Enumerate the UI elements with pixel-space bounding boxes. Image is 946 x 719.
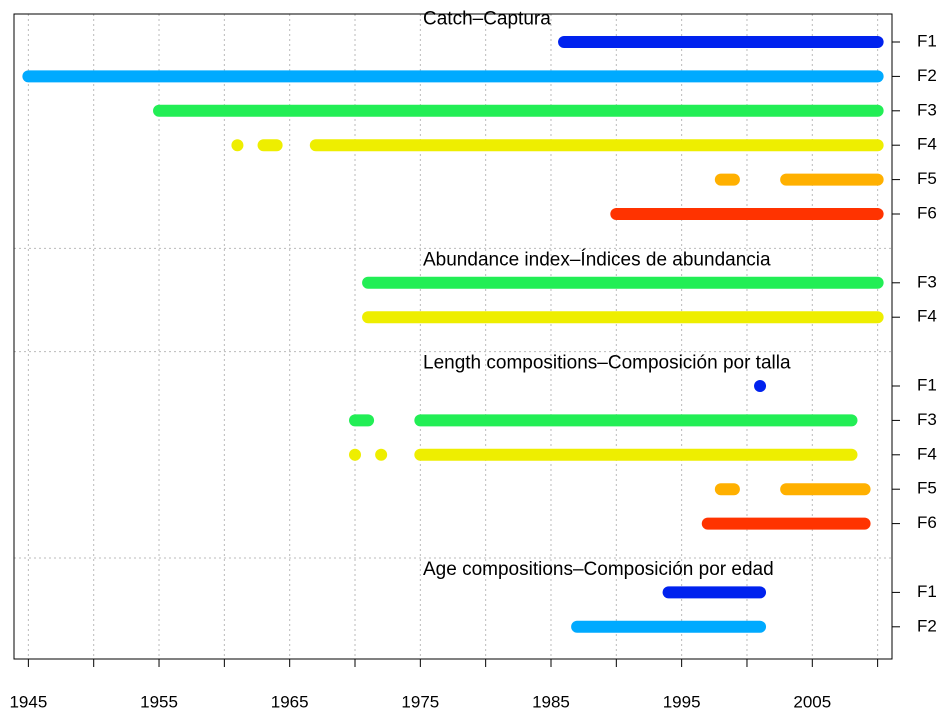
row-label: F3 (917, 272, 937, 291)
row-label: F4 (917, 307, 937, 326)
x-tick-label: 1945 (9, 692, 47, 711)
group-title: Age compositions–Composición por edad (423, 559, 774, 580)
x-tick-label: 1965 (271, 692, 309, 711)
row-label: F1 (917, 31, 937, 50)
x-tick-label: 2005 (793, 692, 831, 711)
x-tick-label: 1975 (401, 692, 439, 711)
group-title: Abundance index–Índices de abundancia (423, 249, 771, 270)
group-title: Length compositions–Composición por tall… (423, 353, 791, 374)
row-label: F2 (917, 66, 937, 85)
row-label: F5 (917, 169, 937, 188)
row-label: F6 (917, 203, 937, 222)
row-label: F3 (917, 100, 937, 119)
row-label: F2 (917, 616, 937, 635)
row-label: F4 (917, 135, 937, 154)
row-label: F5 (917, 479, 937, 498)
x-tick-label: 1995 (663, 692, 701, 711)
row-label: F1 (917, 375, 937, 394)
x-tick-label: 1985 (532, 692, 570, 711)
row-label: F4 (917, 444, 937, 463)
x-tick-label: 1955 (140, 692, 178, 711)
group-title: Catch–Captura (423, 9, 551, 30)
row-label: F3 (917, 410, 937, 429)
row-label: F1 (917, 582, 937, 601)
row-label: F6 (917, 513, 937, 532)
plot-frame (13, 13, 893, 660)
